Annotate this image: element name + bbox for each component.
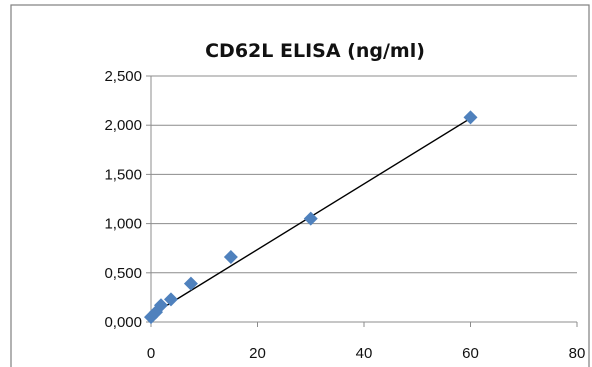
data-point bbox=[303, 211, 318, 226]
data-point bbox=[223, 250, 238, 265]
data-point bbox=[153, 298, 168, 313]
data-point bbox=[463, 110, 478, 125]
y-tick-label: 0,000 bbox=[104, 314, 142, 331]
tick-labels: 0,000 0,500 1,000 1,500 2,000 2,500 0 20 40 60 80 bbox=[104, 68, 585, 362]
data-points bbox=[144, 110, 478, 325]
y-tick-label: 1,000 bbox=[104, 216, 142, 233]
y-tick-label: 2,000 bbox=[104, 117, 142, 134]
chart-title: CD62L ELISA (ng/ml) bbox=[205, 40, 425, 62]
x-tick-label: 80 bbox=[569, 345, 586, 362]
y-tick-label: 2,500 bbox=[104, 68, 142, 85]
x-tick-label: 20 bbox=[249, 345, 266, 362]
data-point bbox=[183, 276, 198, 291]
x-tick-label: 40 bbox=[356, 345, 373, 362]
y-tick-label: 0,500 bbox=[104, 265, 142, 282]
x-tick-label: 0 bbox=[147, 345, 155, 362]
axes bbox=[146, 75, 578, 327]
gridlines bbox=[151, 75, 577, 274]
data-point bbox=[163, 292, 178, 307]
y-tick-label: 1,500 bbox=[104, 166, 142, 183]
x-tick-label: 60 bbox=[462, 345, 479, 362]
chart-frame bbox=[10, 4, 590, 367]
